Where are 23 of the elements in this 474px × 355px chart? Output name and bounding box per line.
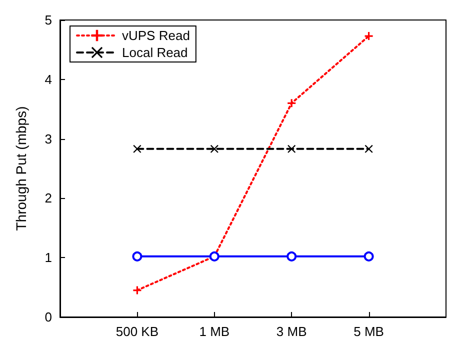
y-tick-label: 0: [44, 310, 52, 324]
point: [364, 32, 373, 40]
point: [364, 144, 373, 153]
legend-label: vUPS Read: [122, 28, 190, 43]
x-tick-label: 500 KB: [116, 324, 159, 339]
y-tick-label: 2: [44, 190, 52, 206]
y-tick-label: 1: [44, 250, 52, 266]
point: [288, 99, 296, 108]
point: [210, 144, 218, 153]
point: [286, 251, 297, 262]
point: [288, 144, 296, 153]
point: [133, 286, 142, 294]
y-axis-title: Through Put (mbps): [13, 106, 29, 231]
x-tick-label: 5 MB: [354, 324, 384, 339]
x-tick-label: 3 MB: [276, 324, 307, 339]
point: [132, 251, 142, 262]
legend-label: Local Read: [122, 45, 188, 60]
y-tick-label: 3: [44, 131, 52, 146]
point: [133, 144, 142, 153]
y-tick-label: 4: [44, 72, 52, 87]
y-tick-label: 5: [44, 12, 52, 28]
point: [364, 251, 374, 262]
x-tick-label: 1 MB: [199, 324, 230, 339]
